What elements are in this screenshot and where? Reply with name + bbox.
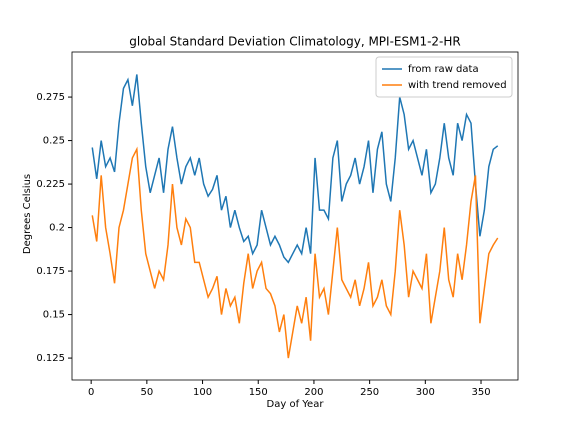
y-tick-label: 0.175 — [36, 266, 65, 277]
x-tick-label: 50 — [140, 387, 153, 398]
y-tick-label: 0.275 — [36, 92, 65, 103]
x-tick-label: 350 — [471, 387, 490, 398]
legend-box — [375, 56, 513, 98]
y-tick-label: 0.225 — [36, 179, 65, 190]
plot-frame — [71, 51, 519, 381]
x-tick-label: 300 — [416, 387, 435, 398]
y-tick-label: 0.2 — [49, 223, 65, 234]
x-tick-label: 0 — [88, 387, 94, 398]
chart-title: global Standard Deviation Climatology, M… — [129, 35, 461, 49]
series-line — [91, 146, 499, 359]
legend-label: with trend removed — [408, 80, 507, 91]
y-tick-label: 0.25 — [43, 136, 65, 147]
legend-label: from raw data — [408, 64, 479, 75]
x-tick-label: 150 — [249, 387, 268, 398]
y-axis-label: Degrees Celsius — [22, 174, 33, 254]
y-tick-label: 0.125 — [36, 353, 65, 364]
x-tick-label: 200 — [304, 387, 323, 398]
x-axis-label: Day of Year — [267, 399, 325, 410]
x-tick-label: 100 — [193, 387, 212, 398]
y-tick-label: 0.15 — [43, 310, 65, 321]
x-tick-label: 250 — [360, 387, 379, 398]
series-line — [91, 74, 499, 264]
